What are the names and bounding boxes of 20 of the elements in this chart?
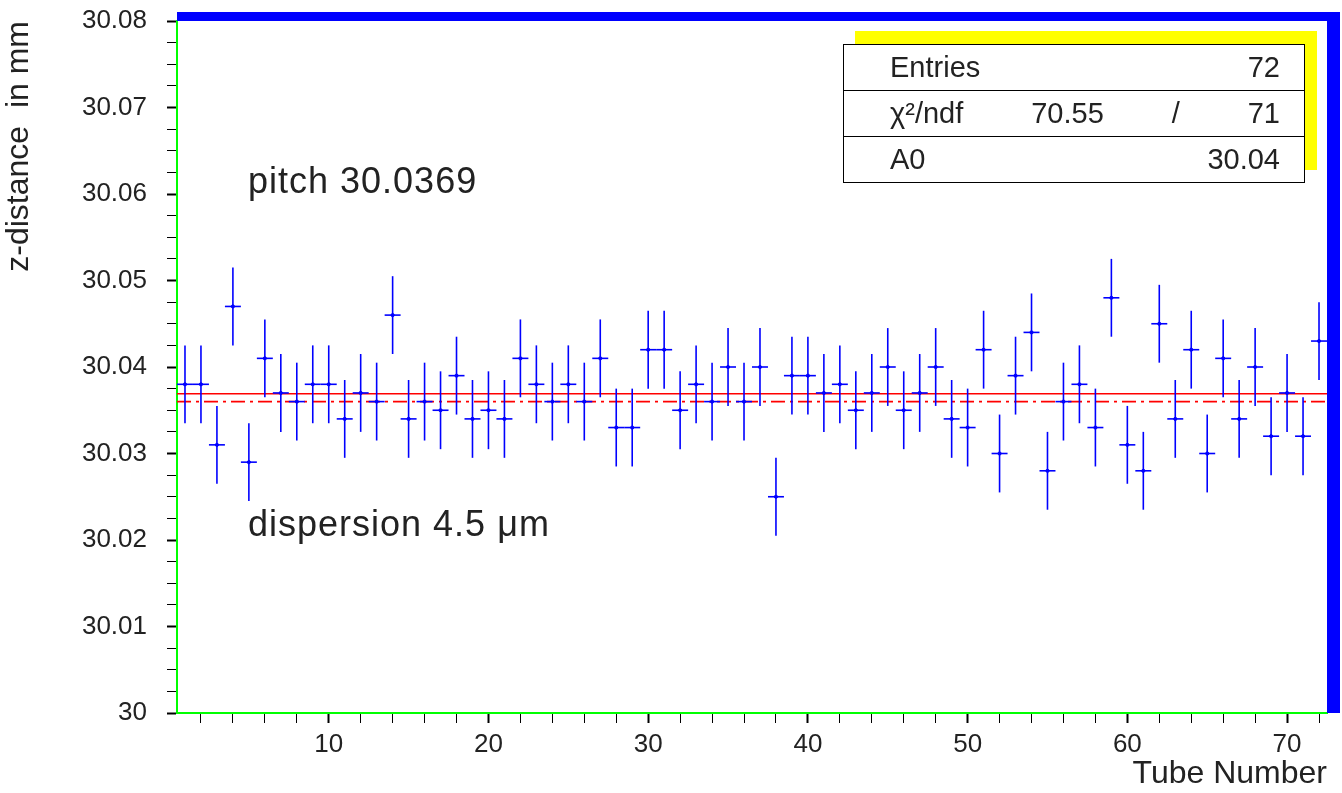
y-tick-label: 30.07: [81, 90, 147, 121]
y-tick-label: 30.05: [81, 263, 147, 294]
x-tick-label: 50: [953, 727, 983, 758]
text: A0 30.04: [890, 143, 1280, 175]
annotation: dispersion 4.5 μm: [248, 503, 550, 545]
annotation: pitch 30.0369: [248, 160, 478, 202]
y-tick-label: 30: [118, 696, 147, 727]
x-tick-label: 40: [793, 727, 823, 758]
text: χ²/ndf 70.55 / 71: [890, 97, 1280, 129]
x-tick-label: 10: [314, 727, 344, 758]
y-tick-label: 30.03: [81, 436, 147, 467]
text: Entries 72: [890, 51, 1280, 83]
y-tick-label: 30.02: [81, 523, 147, 554]
y-axis-title: z-distance in mm: [0, 21, 36, 272]
x-tick-label: 30: [633, 727, 663, 758]
y-tick-label: 30.06: [81, 177, 147, 208]
y-tick-label: 30.08: [81, 4, 147, 35]
x-tick-label: 20: [474, 727, 503, 758]
y-tick-label: 30.01: [81, 609, 147, 640]
y-tick-label: 30.04: [81, 350, 147, 381]
